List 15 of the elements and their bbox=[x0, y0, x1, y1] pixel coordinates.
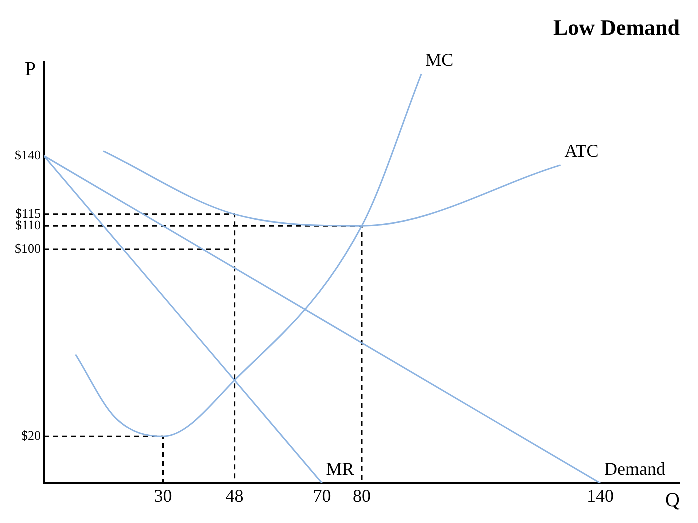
x-axis-title: Q bbox=[666, 490, 681, 512]
y-axis-title: P bbox=[24, 58, 36, 81]
y-tick-label: $140 bbox=[15, 147, 41, 162]
chart-title: Low Demand bbox=[553, 14, 680, 40]
x-tick-label: 80 bbox=[353, 486, 371, 506]
x-tick-label: 30 bbox=[154, 486, 172, 506]
y-tick-label: $100 bbox=[15, 240, 41, 256]
x-tick-label: 70 bbox=[313, 486, 332, 506]
x-tick-label: 48 bbox=[226, 486, 244, 506]
series-label: MC bbox=[426, 50, 454, 70]
series-label: MR bbox=[326, 459, 354, 480]
x-tick-label: 140 bbox=[587, 486, 614, 506]
y-tick-label: $20 bbox=[22, 428, 41, 444]
series-label: Demand bbox=[604, 459, 666, 480]
series-label: ATC bbox=[564, 141, 599, 162]
